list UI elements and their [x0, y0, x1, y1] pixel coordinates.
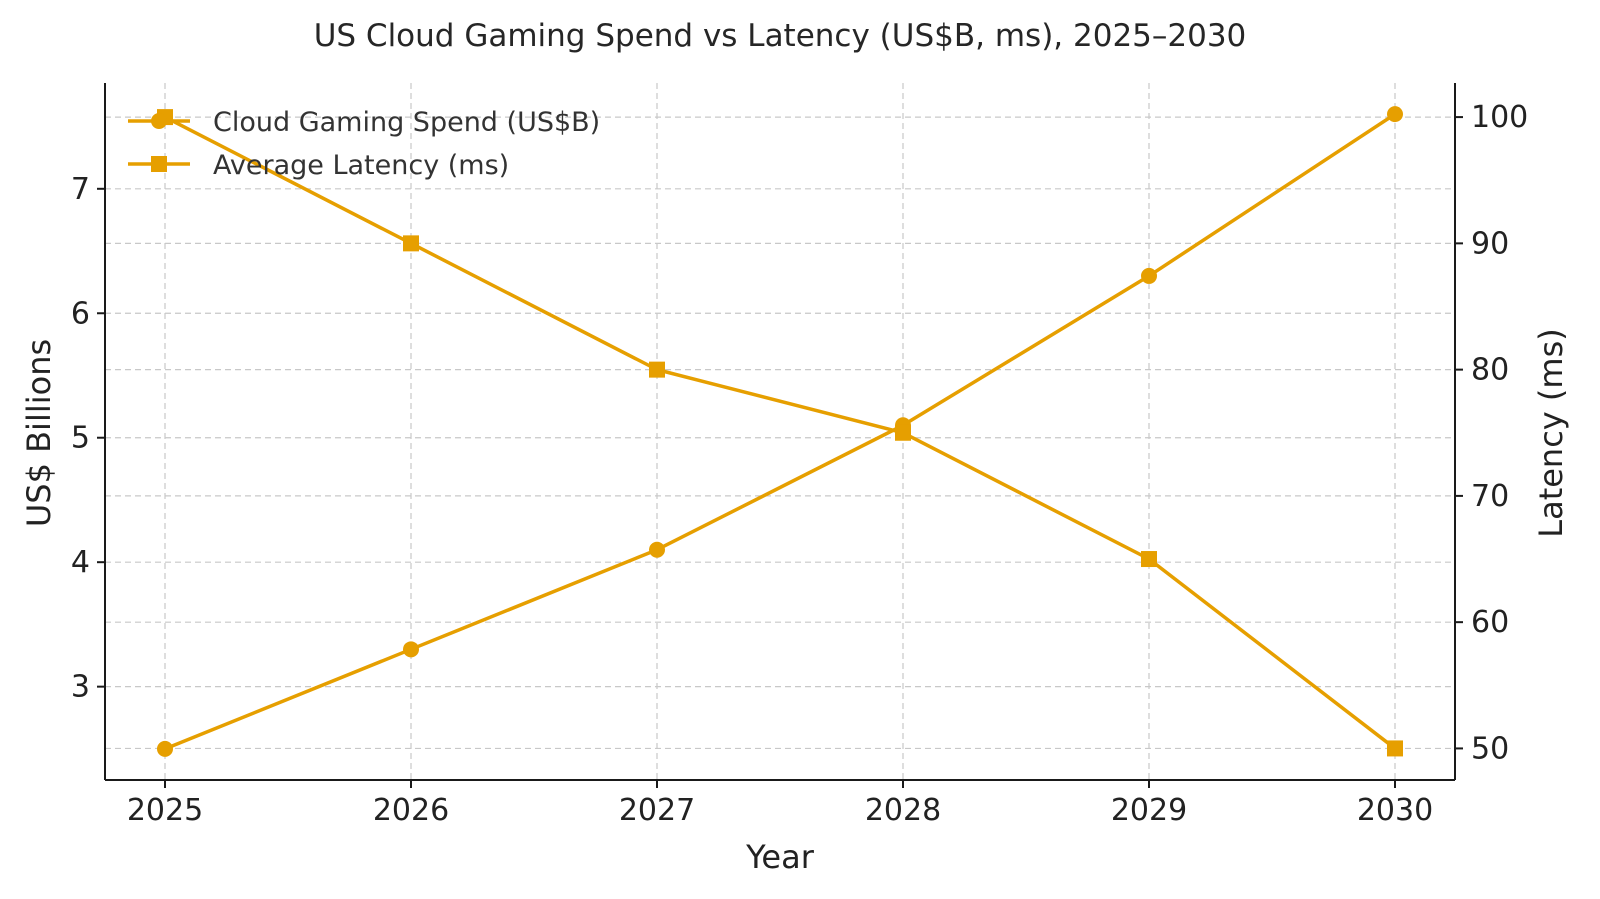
x-tick-label: 2028	[865, 793, 941, 828]
data-point	[895, 424, 911, 441]
data-point	[403, 235, 419, 252]
legend-swatch-marker	[151, 156, 167, 172]
x-tick-label: 2029	[1111, 793, 1187, 828]
x-axis-title: Year	[745, 838, 815, 876]
x-tick-label: 2027	[619, 793, 695, 828]
data-point	[1141, 267, 1157, 284]
legend-item: Cloud Gaming Spend (US$B)	[128, 107, 600, 138]
y-right-tick-label: 100	[1471, 100, 1528, 135]
x-tick-label: 2030	[1357, 793, 1433, 828]
data-point	[649, 541, 665, 558]
data-point	[1387, 106, 1403, 123]
y-right-tick-label: 80	[1471, 353, 1509, 388]
series-line	[164, 115, 1397, 750]
series-1	[157, 106, 1403, 757]
y-right-tick-label: 60	[1471, 605, 1509, 640]
grid-layer	[105, 83, 1455, 780]
series-layer	[157, 106, 1403, 757]
y-left-tick-label: 7	[71, 172, 90, 207]
data-point	[649, 361, 665, 378]
legend: Cloud Gaming Spend (US$B) Average Latency…	[128, 107, 600, 181]
series-line	[164, 112, 1396, 751]
series-2	[157, 109, 1403, 757]
x-tick-label: 2026	[373, 793, 449, 828]
data-point	[1141, 551, 1157, 568]
y-left-tick-label: 4	[71, 545, 90, 580]
y-axis-left-title: US$ Billions	[20, 339, 58, 527]
legend-label: Cloud Gaming Spend (US$B)	[213, 107, 600, 138]
y-left-tick-label: 5	[71, 421, 90, 456]
y-axis-right-title: Latency (ms)	[1532, 328, 1570, 537]
legend-label: Average Latency (ms)	[213, 150, 509, 181]
chart-title: US Cloud Gaming Spend vs Latency (US$B, …	[314, 18, 1247, 54]
x-tick-label: 2025	[127, 793, 203, 828]
y-right-tick-label: 50	[1471, 731, 1509, 766]
y-right-tick-label: 90	[1471, 226, 1509, 261]
y-right-tick-label: 70	[1471, 479, 1509, 514]
y-left-tick-label: 3	[71, 670, 90, 705]
y-left-tick-label: 6	[71, 296, 90, 331]
data-point	[1387, 740, 1403, 757]
data-point	[157, 740, 173, 757]
data-point	[403, 641, 419, 658]
legend-item: Average Latency (ms)	[128, 150, 509, 181]
axes-layer: 2025 2026 2027 2028 2029 2030 3 4 5 6 7 50 60 70 80 90 1…	[71, 83, 1528, 828]
legend-swatch-marker	[151, 113, 167, 129]
